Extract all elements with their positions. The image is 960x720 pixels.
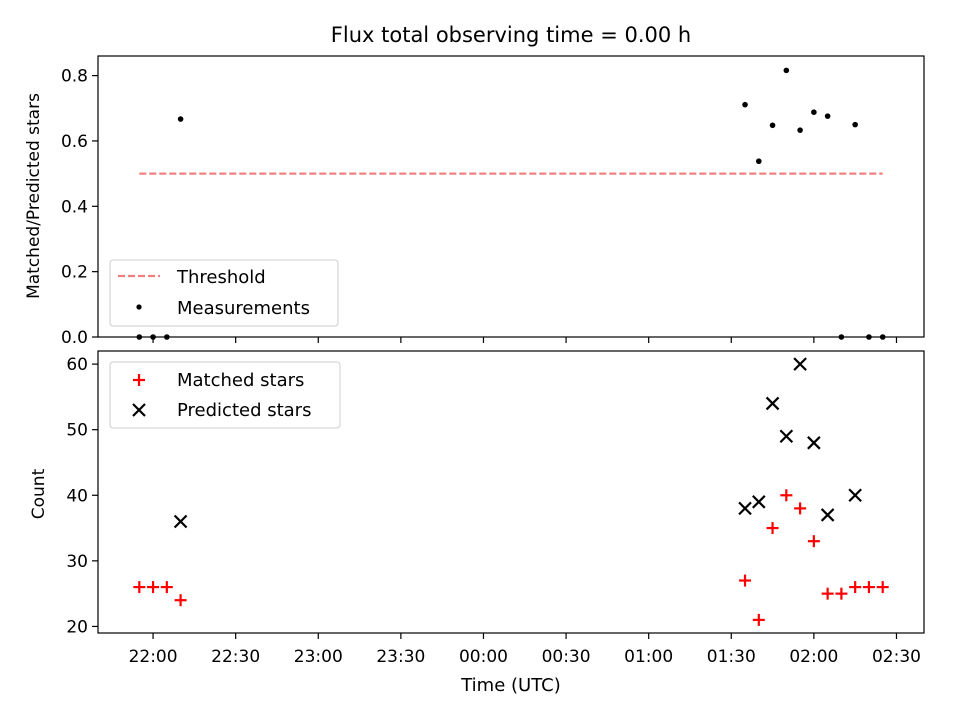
predicted-star-point-b: [752, 495, 766, 509]
top-y-tick-label: 0.2: [61, 263, 88, 283]
bottom-y-tick-label: 60: [66, 355, 88, 375]
legend-predicted-marker-b: [132, 403, 146, 417]
x-tick-label: 23:30: [376, 647, 425, 667]
predicted-star-point-b: [173, 514, 188, 529]
predicted-star-point: [807, 436, 821, 450]
bottom-y-tick-label: 50: [66, 421, 88, 441]
legend-measurements-label: Measurements: [177, 298, 310, 319]
x-axis-label: Time (UTC): [460, 675, 561, 696]
x-tick-label: 02:30: [872, 647, 921, 667]
measurement-point: [783, 67, 790, 74]
top-y-tick-label: 0.0: [61, 328, 88, 348]
x-tick-label: 01:30: [707, 647, 756, 667]
predicted-star-point-b: [738, 501, 752, 516]
legend-matched-marker: [133, 374, 145, 386]
predicted-star-point-b: [765, 396, 780, 411]
top-plot-frame: [97, 55, 925, 338]
predicted-star-point-b: [848, 488, 862, 503]
bottom-y-tick-label: 30: [66, 552, 88, 572]
measurement-point: [824, 113, 831, 119]
matched-star-point: [752, 613, 765, 626]
predicted-star-point-b: [779, 429, 794, 444]
matched-star-point: [780, 489, 793, 502]
measurement-point: [756, 158, 762, 165]
top-y-tick-label: 0.6: [61, 132, 88, 152]
matched-star-point: [807, 535, 820, 548]
matched-star-point: [147, 581, 160, 594]
legend-threshold-label: Threshold: [176, 267, 266, 288]
matched-star-point: [876, 581, 889, 594]
matched-star-point: [160, 581, 173, 594]
top-legend: Threshold Measurements: [109, 259, 339, 327]
predicted-star-point: [765, 396, 780, 411]
x-tick-label: 22:00: [129, 647, 178, 667]
legend-measurements-swatch: [136, 304, 142, 310]
matched-star-point: [174, 594, 187, 607]
measurement-point: [177, 116, 184, 122]
top-y-tick-label: 0.8: [61, 67, 88, 87]
matched-star-point: [821, 587, 834, 600]
predicted-star-point: [752, 495, 766, 509]
predicted-star-point-b: [820, 508, 835, 522]
bottom-legend-box: [109, 361, 341, 429]
measurement-point: [811, 109, 817, 115]
measurement-point: [797, 127, 803, 133]
legend-predicted-marker: [132, 403, 146, 417]
matched-star-point: [133, 581, 146, 594]
legend-matched-swatch: [133, 374, 145, 386]
top-y-tick-label: 0.4: [61, 197, 88, 217]
x-tick-label: 00:00: [459, 647, 508, 667]
bottom-plot-frame: [97, 350, 925, 634]
legend-predicted-label: Predicted stars: [177, 400, 311, 421]
matched-star-point: [835, 587, 848, 600]
predicted-star-point: [848, 488, 862, 503]
chart-title: Flux total observing time = 0.00 h: [331, 23, 691, 47]
predicted-star-point: [173, 514, 188, 529]
x-tick-label: 00:30: [542, 647, 591, 667]
x-tick-label: 23:00: [294, 647, 343, 667]
predicted-star-point: [779, 429, 794, 444]
bottom-y-axis-label: Count: [29, 468, 49, 519]
predicted-star-point-b: [807, 436, 821, 450]
predicted-star-point: [738, 501, 752, 516]
measurement-point: [769, 122, 776, 129]
matched-star-point: [739, 574, 752, 587]
top-panel: 0.00.20.40.60.8 Matched/Predicted stars …: [24, 55, 925, 348]
bottom-y-tick-label: 40: [66, 486, 88, 506]
measurement-point: [742, 101, 748, 108]
predicted-star-point-b: [793, 357, 807, 371]
bottom-legend: Matched stars Predicted stars: [109, 361, 341, 429]
predicted-star-point: [820, 508, 835, 522]
matched-star-point: [862, 581, 875, 594]
x-tick-label: 01:00: [624, 647, 673, 667]
matched-star-point: [849, 581, 862, 594]
bottom-y-tick-label: 20: [66, 617, 88, 637]
top-legend-box: [109, 259, 339, 327]
measurement-point: [852, 121, 858, 128]
x-tick-label: 22:30: [211, 647, 260, 667]
x-tick-label: 02:00: [789, 647, 838, 667]
matched-star-point: [766, 522, 779, 535]
predicted-star-point: [793, 357, 807, 371]
bottom-panel: 20 30 40 50 60 22:00 22:30 23:00 23:30 00:00 00:3…: [29, 350, 925, 696]
legend-predicted-swatch: [132, 403, 146, 417]
matched-star-point: [794, 502, 807, 515]
legend-matched-label: Matched stars: [177, 370, 304, 391]
top-y-axis-label: Matched/Predicted stars: [24, 93, 44, 299]
